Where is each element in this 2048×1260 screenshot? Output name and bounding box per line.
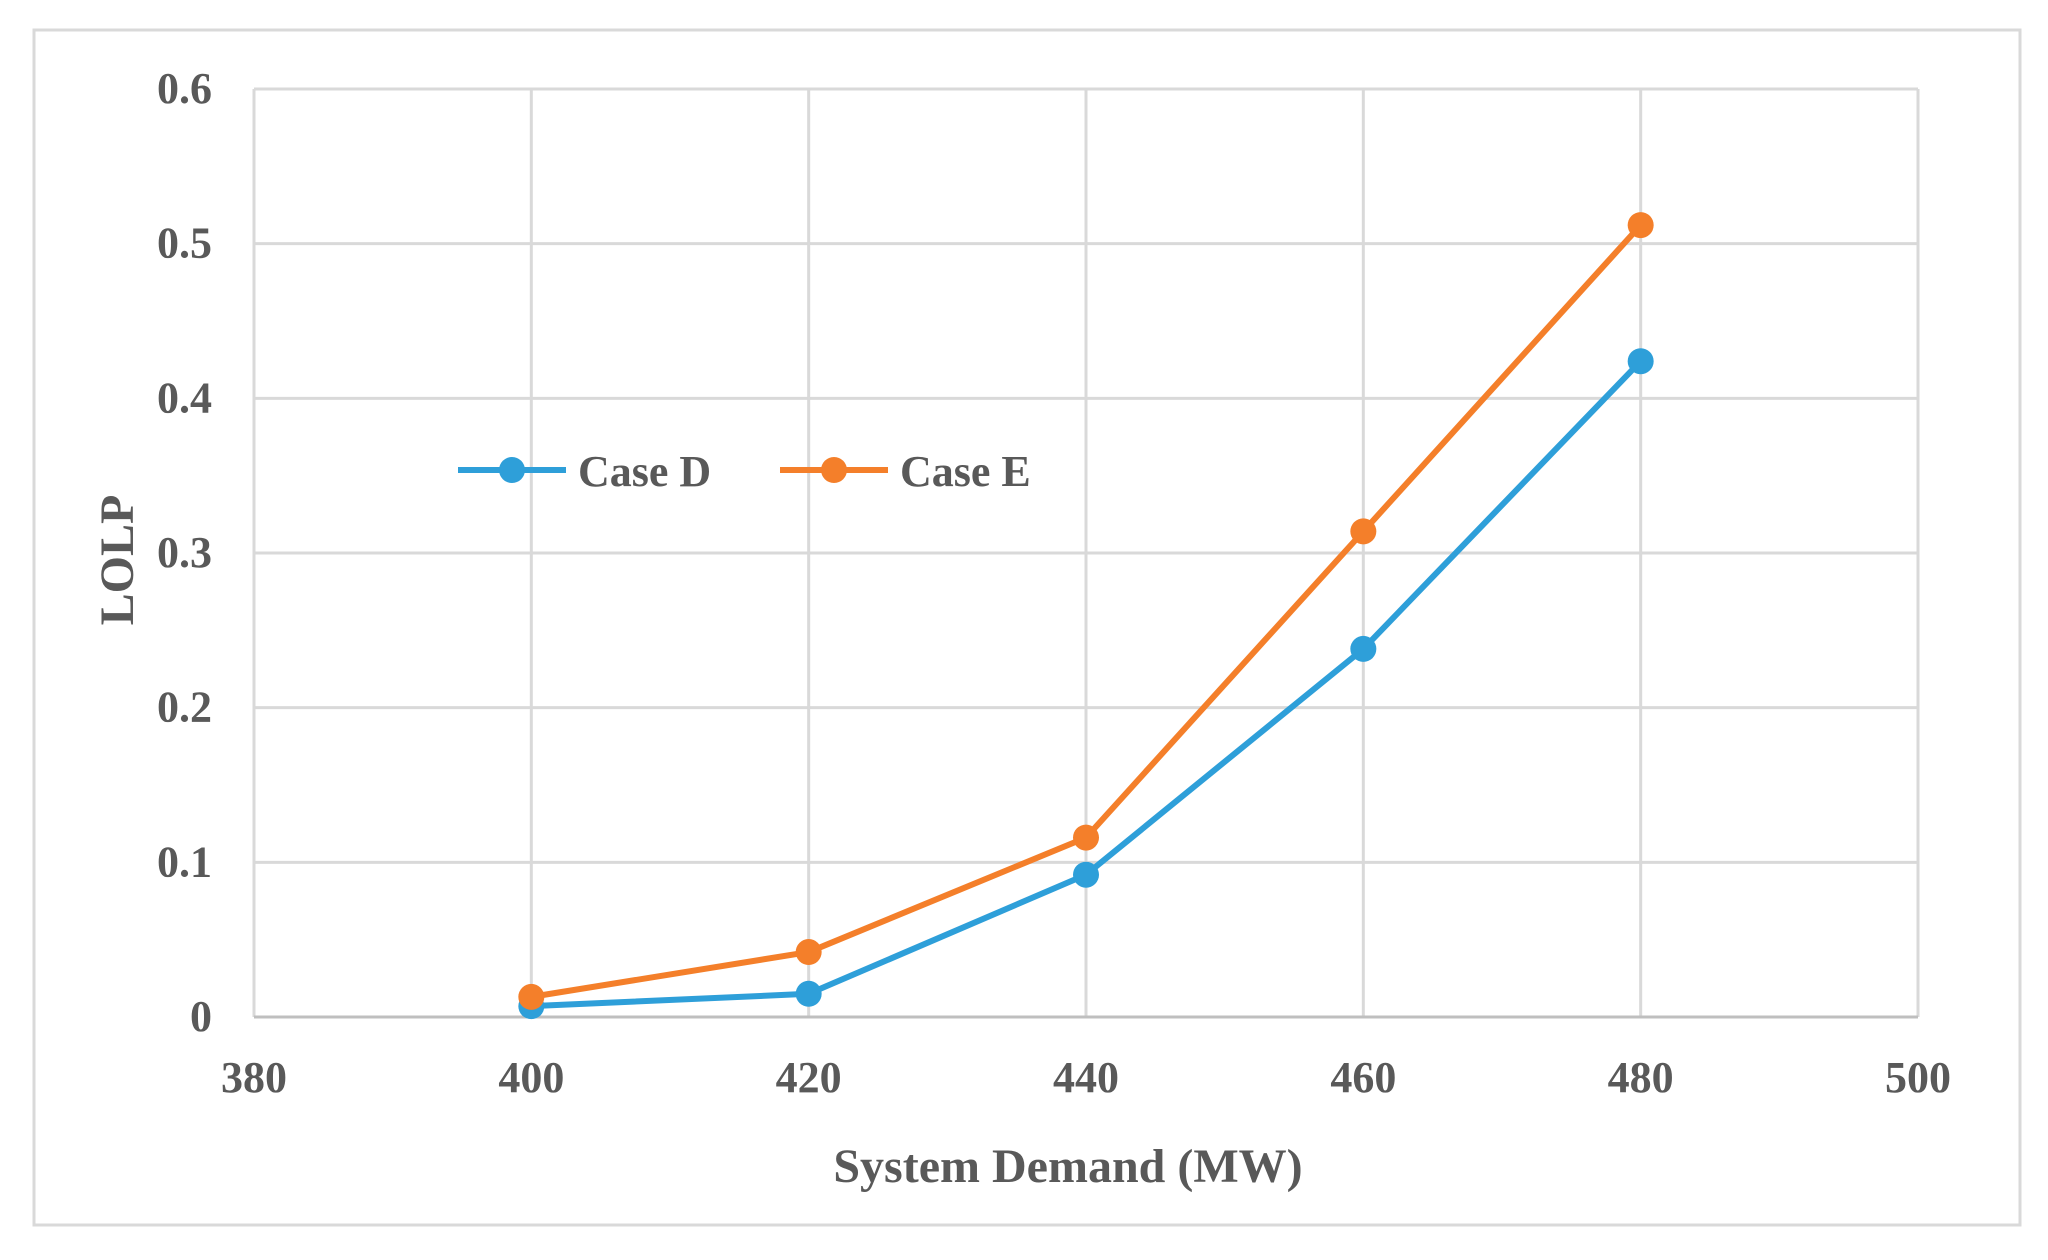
- legend-label: Case E: [900, 447, 1031, 496]
- data-point: [1350, 635, 1377, 662]
- tick-labels: 0 0.1 0.2 0.3 0.4 0.5 0.6 380 400 420 440 460 480 500: [157, 64, 1951, 1102]
- x-tick-label: 400: [498, 1053, 564, 1102]
- data-point: [1627, 212, 1654, 239]
- legend: Case D Case E: [458, 447, 1031, 496]
- data-point: [1627, 348, 1654, 375]
- x-tick-label: 440: [1053, 1053, 1119, 1102]
- y-tick-label: 0.2: [157, 683, 212, 732]
- y-tick-label: 0.5: [157, 219, 212, 268]
- legend-swatch-marker: [821, 457, 847, 483]
- data-point: [518, 983, 545, 1010]
- gridlines: [254, 87, 1920, 1017]
- y-tick-label: 0.1: [157, 837, 212, 886]
- chart-frame: [32, 28, 2022, 1227]
- x-axis-title: System Demand (MW): [833, 1140, 1302, 1193]
- series-group: [518, 212, 1654, 1020]
- y-tick-label: 0.4: [157, 373, 212, 422]
- x-tick-label: 500: [1885, 1053, 1951, 1102]
- y-tick-label: 0: [190, 992, 212, 1041]
- data-point: [795, 980, 822, 1007]
- data-point: [795, 939, 822, 966]
- y-tick-label: 0.6: [157, 64, 212, 113]
- y-axis-title: LOLP: [91, 495, 144, 626]
- x-tick-label: 380: [221, 1053, 287, 1102]
- legend-swatch-marker: [499, 457, 525, 483]
- data-point: [1350, 518, 1377, 545]
- x-tick-label: 460: [1330, 1053, 1396, 1102]
- y-tick-label: 0.3: [157, 528, 212, 577]
- x-tick-label: 420: [776, 1053, 842, 1102]
- data-point: [1073, 861, 1099, 888]
- legend-label: Case D: [578, 447, 711, 496]
- data-point: [1073, 824, 1099, 851]
- x-tick-label: 480: [1608, 1053, 1674, 1102]
